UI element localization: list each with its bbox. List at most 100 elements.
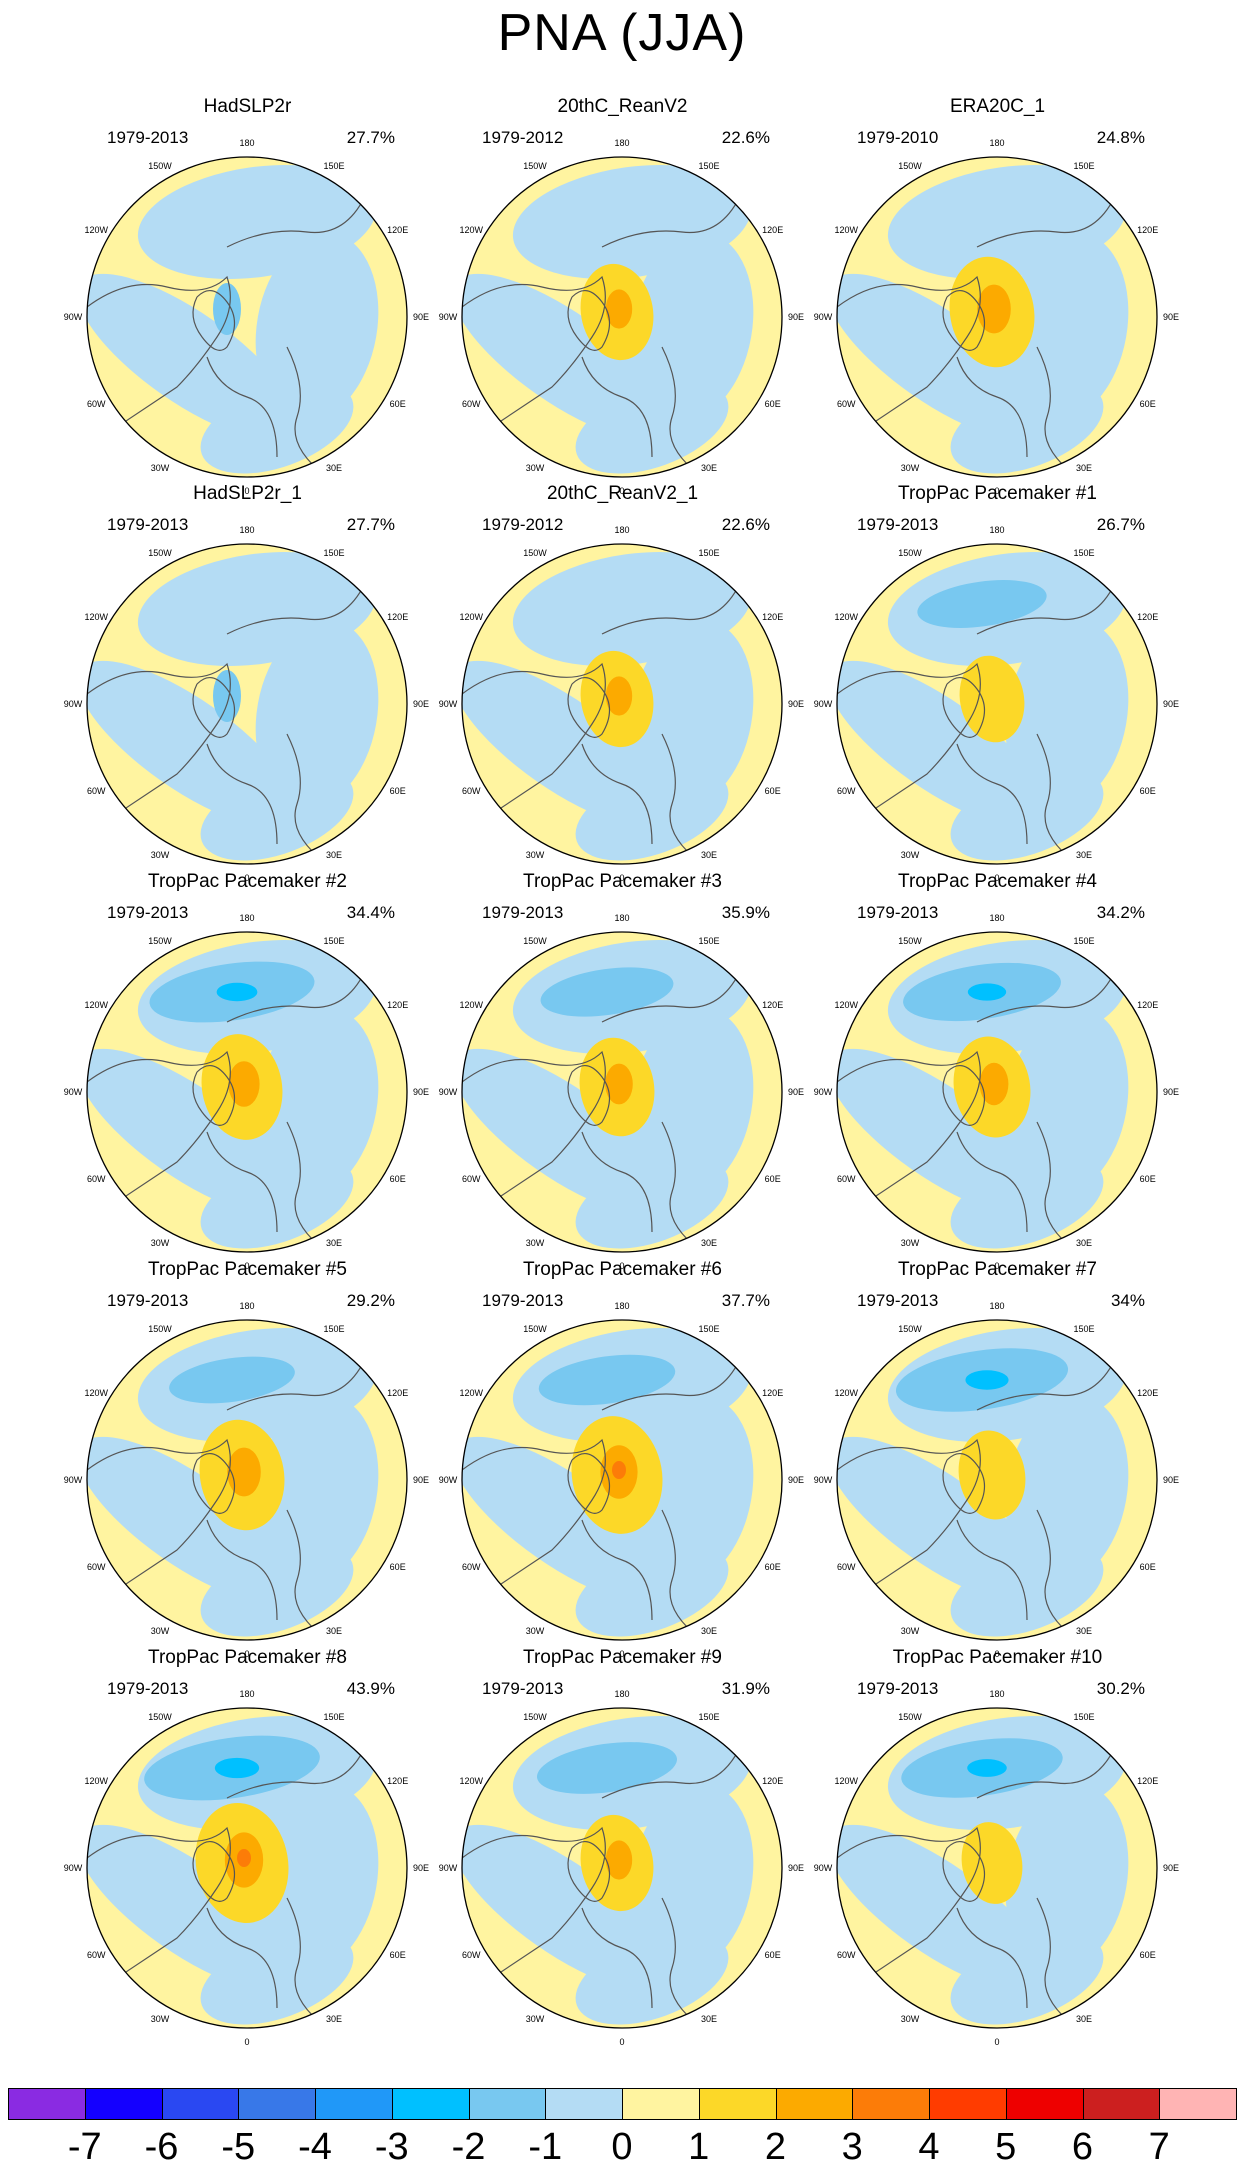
field-negative-region [87, 1048, 297, 1216]
longitude-label-top-right: 150E [1073, 1324, 1095, 1335]
polar-map [461, 1707, 783, 2029]
longitude-label-bottom-right: 30E [325, 2013, 343, 2024]
map-boundary [86, 1319, 408, 1641]
longitude-label-lower-left: 60W [837, 786, 856, 796]
longitude-label-bottom: 0 [244, 873, 250, 883]
longitude-label-left: 90W [813, 699, 833, 709]
longitude-label-right: 90E [1162, 699, 1180, 709]
polar-map [86, 931, 408, 1253]
longitude-label-bottom: 0 [994, 486, 1000, 496]
pacific-low-contour-1 [917, 580, 1047, 628]
panel-years: 1979-2013 [482, 1291, 564, 1310]
panel-title: TropPac Pacemaker #7 [898, 1259, 1097, 1280]
longitude-label-right: 90E [787, 1863, 805, 1873]
longitude-label-top-left: 150W [523, 161, 547, 172]
longitude-label-top-left: 150W [523, 548, 547, 559]
colorbar-box [545, 2088, 623, 2120]
colorbar-box [468, 2088, 547, 2120]
longitude-label-bottom: 0 [244, 2037, 250, 2047]
arctic-high-contour-3 [612, 1461, 626, 1479]
polar-map [86, 543, 408, 865]
longitude-label-lower-left: 60W [462, 399, 481, 409]
longitude-label-lower-left: 60W [462, 1174, 481, 1184]
field-negative-region [200, 1543, 354, 1637]
panel-title: TropPac Pacemaker #10 [892, 1647, 1103, 1668]
longitude-label-left: 90W [438, 1863, 458, 1873]
colorbar-box [622, 2088, 700, 2120]
longitude-label-top-right: 150E [1073, 1712, 1095, 1723]
longitude-label-right: 90E [787, 1087, 805, 1097]
map-panel: TropPac Pacemaker #7 1979-2013 34% 180 150W 1… [810, 1258, 1185, 1659]
longitude-label-lower-left: 60W [87, 1174, 106, 1184]
figure-title: PNA (JJA) [497, 4, 747, 62]
panel-title: 20thC_ReanV2 [557, 96, 688, 117]
longitude-label-top: 180 [239, 525, 255, 535]
field-negative-region [575, 1931, 729, 2025]
longitude-label-lower-right: 60E [1139, 399, 1156, 409]
longitude-label-top-right: 150E [323, 161, 345, 172]
longitude-label-bottom: 0 [244, 486, 250, 496]
arctic-high-contour-1 [959, 655, 1025, 743]
longitude-label-top-left: 150W [898, 1712, 922, 1723]
longitude-label-top-right: 150E [698, 548, 720, 559]
longitude-label-top-right: 150E [698, 936, 720, 947]
longitude-label-bottom-right: 30E [700, 1625, 718, 1636]
map-boundary [836, 156, 1158, 478]
longitude-label-lower-right: 60E [389, 1950, 406, 1960]
longitude-label-upper-left: 120W [84, 612, 109, 622]
longitude-label-left: 90W [63, 1863, 83, 1873]
longitude-label-right: 90E [412, 312, 430, 322]
field-negative-region [630, 1395, 754, 1585]
longitude-label-lower-right: 60E [1139, 786, 1156, 796]
longitude-label-upper-left: 120W [834, 225, 859, 235]
panel-variance-percent: 30.2% [1096, 1679, 1145, 1698]
longitude-label-bottom-left: 30W [900, 1625, 920, 1636]
longitude-label-top-left: 150W [898, 161, 922, 172]
longitude-label-top-left: 150W [148, 548, 172, 559]
panel-title: 20thC_ReanV2_1 [546, 483, 699, 504]
colorbar-box [1159, 2088, 1237, 2120]
colorbar-tick-label: 6 [1071, 2126, 1094, 2168]
longitude-label-top: 180 [239, 138, 255, 148]
longitude-label-bottom: 0 [994, 1261, 1000, 1271]
longitude-label-top-left: 150W [523, 1712, 547, 1723]
longitude-label-lower-left: 60W [837, 1174, 856, 1184]
colorbar-tick-label: -4 [298, 2126, 332, 2168]
longitude-label-lower-right: 60E [1139, 1174, 1156, 1184]
field-negative-region [950, 1931, 1104, 2025]
arctic-high-contour-3 [237, 1849, 251, 1867]
panel-title: ERA20C_1 [949, 96, 1046, 117]
longitude-label-upper-left: 120W [459, 612, 484, 622]
longitude-label-lower-left: 60W [87, 399, 106, 409]
longitude-label-left: 90W [63, 1087, 83, 1097]
longitude-label-right: 90E [1162, 1475, 1180, 1485]
longitude-label-top-left: 150W [898, 548, 922, 559]
map-panel: 20thC_ReanV2 1979-2012 22.6% 180 150W 150E 120… [435, 95, 810, 496]
map-boundary [461, 931, 783, 1253]
panel-years: 1979-2013 [482, 1679, 564, 1698]
polar-map [461, 1319, 783, 1641]
longitude-label-top-right: 150E [698, 161, 720, 172]
panel-variance-percent: 34% [1110, 1291, 1145, 1310]
longitude-label-upper-left: 120W [459, 1388, 484, 1398]
field-negative-region [950, 1543, 1104, 1637]
colorbar-tick-label: 2 [764, 2126, 787, 2168]
arctic-high-contour-2 [977, 284, 1011, 334]
field-negative-region [575, 380, 729, 474]
panel-variance-percent: 24.8% [1096, 128, 1145, 147]
panel-title: TropPac Pacemaker #9 [523, 1647, 722, 1668]
panel-variance-percent: 34.2% [1096, 903, 1145, 922]
colorbar-tick-label: -2 [451, 2126, 486, 2168]
colorbar-tick-label: -3 [374, 2126, 409, 2168]
longitude-label-upper-left: 120W [84, 1388, 109, 1398]
arctic-high-contour-1 [961, 1822, 1023, 1904]
colorbar-tick-label: 3 [841, 2126, 863, 2168]
longitude-label-top: 180 [614, 138, 630, 148]
longitude-label-lower-right: 60E [1139, 1950, 1156, 1960]
longitude-label-upper-right: 120E [387, 612, 409, 622]
longitude-label-right: 90E [1162, 1087, 1180, 1097]
longitude-label-left: 90W [813, 1863, 833, 1873]
field-negative-region [255, 619, 379, 809]
longitude-label-upper-right: 120E [387, 1776, 409, 1786]
longitude-label-upper-right: 120E [762, 1000, 784, 1010]
